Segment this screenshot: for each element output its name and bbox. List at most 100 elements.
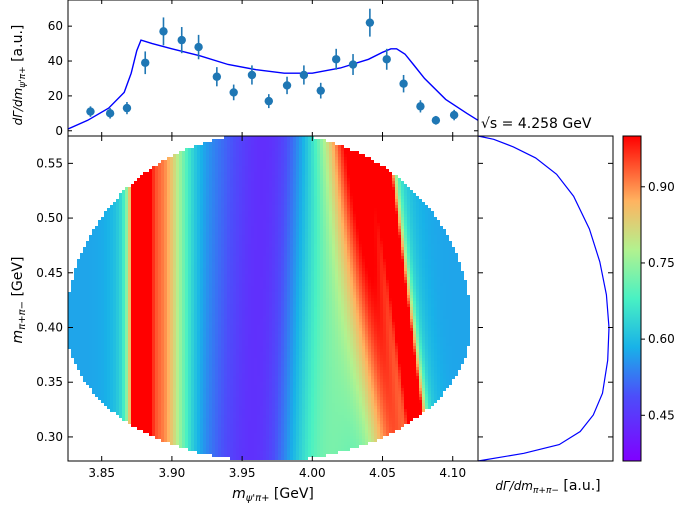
heat-cell	[203, 325, 206, 328]
heat-cell	[206, 181, 209, 184]
heat-cell	[101, 349, 104, 352]
heat-cell	[116, 214, 119, 217]
heat-cell	[185, 352, 188, 355]
heat-cell	[173, 418, 176, 421]
heat-cell	[122, 280, 125, 283]
top-data-points	[86, 8, 459, 125]
heat-cell	[113, 316, 116, 319]
heat-cell	[137, 289, 140, 292]
heat-cell	[137, 382, 140, 385]
heat-cell	[212, 169, 215, 172]
heat-cell	[161, 349, 164, 352]
heat-cell	[224, 217, 227, 220]
heat-cell	[206, 355, 209, 358]
heat-cell	[119, 241, 122, 244]
heat-cell	[236, 226, 239, 229]
heat-cell	[173, 331, 176, 334]
heat-cell	[161, 196, 164, 199]
heat-cell	[200, 307, 203, 310]
heat-cell	[86, 244, 89, 247]
heat-cell	[191, 337, 194, 340]
heat-cell	[125, 271, 128, 274]
heat-cell	[200, 421, 203, 424]
heat-cell	[218, 184, 221, 187]
heat-cell	[197, 328, 200, 331]
heat-cell	[146, 403, 149, 406]
heat-cell	[230, 445, 233, 448]
heat-cell	[113, 304, 116, 307]
heat-cell	[239, 139, 242, 142]
heat-cell	[191, 442, 194, 445]
heat-cell	[224, 238, 227, 241]
heat-cell	[98, 340, 101, 343]
heat-cell	[221, 307, 224, 310]
heat-cell	[74, 349, 77, 352]
heat-cell	[92, 331, 95, 334]
heat-cell	[92, 343, 95, 346]
heat-cell	[170, 208, 173, 211]
heat-cell	[116, 265, 119, 268]
heat-cell	[158, 358, 161, 361]
heat-cell	[110, 253, 113, 256]
heat-cell	[83, 352, 86, 355]
heat-cell	[83, 298, 86, 301]
heat-cell	[149, 295, 152, 298]
heat-cell	[215, 274, 218, 277]
heat-cell	[143, 331, 146, 334]
heat-cell	[209, 295, 212, 298]
heat-cell	[233, 310, 236, 313]
heat-cell	[125, 250, 128, 253]
heat-cell	[131, 187, 134, 190]
heat-cell	[149, 247, 152, 250]
heat-cell	[116, 367, 119, 370]
heat-cell	[161, 346, 164, 349]
heat-cell	[215, 391, 218, 394]
heat-cell	[92, 340, 95, 343]
heat-cell	[152, 184, 155, 187]
heat-cell	[74, 268, 77, 271]
heat-cell	[242, 196, 245, 199]
heat-cell	[131, 262, 134, 265]
heat-cell	[206, 298, 209, 301]
heat-cell	[185, 214, 188, 217]
heat-cell	[224, 268, 227, 271]
heat-cell	[116, 391, 119, 394]
heat-cell	[161, 217, 164, 220]
heat-cell	[203, 334, 206, 337]
heat-cell	[239, 424, 242, 427]
heat-cell	[236, 304, 239, 307]
heat-cell	[188, 376, 191, 379]
heat-cell	[185, 427, 188, 430]
heat-cell	[239, 319, 242, 322]
heat-cell	[137, 235, 140, 238]
heat-cell	[215, 340, 218, 343]
heat-cell	[194, 307, 197, 310]
heat-cell	[158, 271, 161, 274]
heat-cell	[167, 244, 170, 247]
heat-cell	[173, 187, 176, 190]
heat-cell	[239, 340, 242, 343]
heat-cell	[164, 232, 167, 235]
heat-cell	[98, 352, 101, 355]
heat-cell	[176, 289, 179, 292]
heat-cell	[107, 301, 110, 304]
heat-cell	[203, 262, 206, 265]
heat-cell	[212, 334, 215, 337]
heat-cell	[137, 418, 140, 421]
heat-cell	[110, 313, 113, 316]
heat-cell	[212, 397, 215, 400]
heat-cell	[68, 301, 71, 304]
heat-cell	[146, 370, 149, 373]
heat-cell	[191, 385, 194, 388]
heat-cell	[164, 271, 167, 274]
heat-cell	[83, 367, 86, 370]
heat-cell	[113, 238, 116, 241]
heat-cell	[89, 244, 92, 247]
heat-cell	[137, 403, 140, 406]
heat-cell	[146, 268, 149, 271]
heat-cell	[239, 346, 242, 349]
heat-cell	[221, 205, 224, 208]
heat-cell	[98, 361, 101, 364]
heat-cell	[125, 391, 128, 394]
heat-cell	[140, 418, 143, 421]
